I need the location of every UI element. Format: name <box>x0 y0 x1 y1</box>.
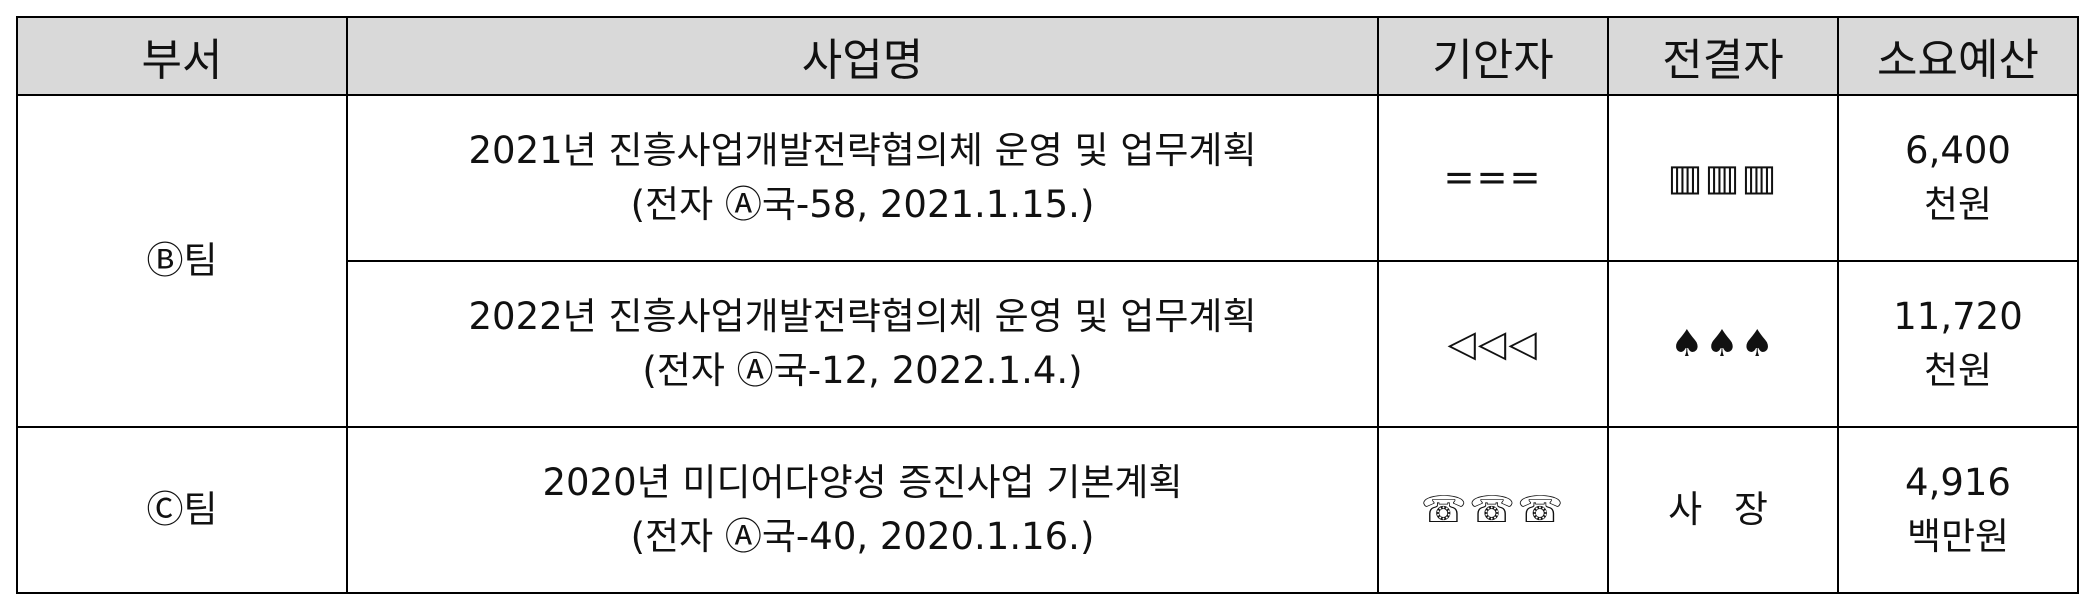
table-row: Ⓒ팀 2020년 미디어다양성 증진사업 기본계획 (전자 Ⓐ국-40, 202… <box>16 426 2079 594</box>
budget-unit: 백만원 <box>1906 515 2010 558</box>
dept-cell: Ⓑ팀 <box>16 94 348 428</box>
budget-unit: 천원 <box>1923 349 1993 392</box>
project-cell: 2021년 진흥사업개발전략협의체 운영 및 업무계획 (전자 Ⓐ국-58, 2… <box>346 94 1379 262</box>
project-doc-ref: (전자 Ⓐ국-12, 2022.1.4.) <box>642 349 1083 392</box>
drafter-cell: === <box>1377 94 1609 262</box>
project-doc-ref: (전자 Ⓐ국-40, 2020.1.16.) <box>630 515 1095 558</box>
header-approver: 전결자 <box>1607 16 1839 96</box>
header-drafter: 기안자 <box>1377 16 1609 96</box>
header-dept: 부서 <box>16 16 348 96</box>
project-doc-ref: (전자 Ⓐ국-58, 2021.1.15.) <box>630 183 1095 226</box>
project-title: 2020년 미디어다양성 증진사업 기본계획 <box>542 461 1183 504</box>
budget-cell: 4,916 백만원 <box>1837 426 2079 594</box>
drafter-cell: ◁◁◁ <box>1377 260 1609 428</box>
drafter-cell: ☏☏☏ <box>1377 426 1609 594</box>
approver-cell: ▥▥▥ <box>1607 94 1839 262</box>
approver-cell: 사 장 <box>1607 426 1839 594</box>
table-row: 2022년 진흥사업개발전략협의체 운영 및 업무계획 (전자 Ⓐ국-12, 2… <box>17 260 2079 428</box>
budget-cell: 11,720 천원 <box>1837 260 2079 428</box>
dept-cell: Ⓒ팀 <box>16 426 348 594</box>
table-row: Ⓑ팀 2021년 진흥사업개발전략협의체 운영 및 업무계획 (전자 Ⓐ국-58… <box>16 94 2079 428</box>
header-budget: 소요예산 <box>1837 16 2079 96</box>
budget-table: 부서 사업명 기안자 전결자 소요예산 Ⓑ팀 2021년 진흥사업개발전략협의체… <box>16 16 2079 594</box>
project-cell: 2020년 미디어다양성 증진사업 기본계획 (전자 Ⓐ국-40, 2020.1… <box>346 426 1379 594</box>
approver-cell: ♠♠♠ <box>1607 260 1839 428</box>
budget-amount: 6,400 <box>1905 129 2011 172</box>
project-title: 2022년 진흥사업개발전략협의체 운영 및 업무계획 <box>468 295 1257 338</box>
budget-cell: 6,400 천원 <box>1837 94 2079 262</box>
header-project: 사업명 <box>346 16 1379 96</box>
header-row: 부서 사업명 기안자 전결자 소요예산 <box>16 16 2079 96</box>
project-title: 2021년 진흥사업개발전략협의체 운영 및 업무계획 <box>468 129 1257 172</box>
budget-amount: 11,720 <box>1893 295 2023 338</box>
budget-unit: 천원 <box>1923 183 1993 226</box>
budget-amount: 4,916 <box>1905 461 2011 504</box>
project-cell: 2022년 진흥사업개발전략협의체 운영 및 업무계획 (전자 Ⓐ국-12, 2… <box>346 260 1379 428</box>
